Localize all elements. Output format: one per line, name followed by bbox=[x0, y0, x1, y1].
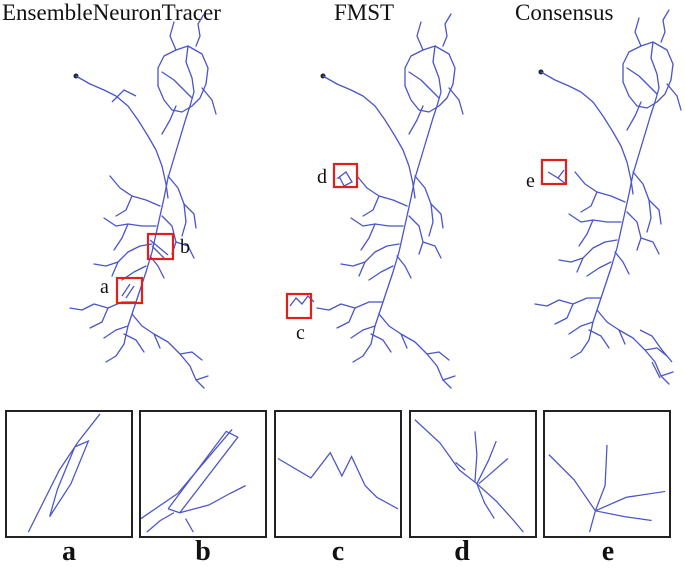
neuron-consensus bbox=[534, 9, 682, 385]
zoom-panel-d bbox=[409, 410, 537, 538]
zoom-panel-a bbox=[5, 410, 133, 538]
zoom-panel-e bbox=[543, 410, 671, 538]
neuron-ensemble bbox=[69, 13, 217, 389]
highlight-box-c bbox=[285, 292, 313, 320]
highlight-box-a bbox=[115, 276, 144, 305]
panel-label-b: b bbox=[195, 536, 211, 567]
title-fmst: FMST bbox=[334, 0, 395, 25]
panel-label-a: a bbox=[62, 536, 76, 567]
panel-label-e: e bbox=[601, 536, 615, 567]
highlight-box-b bbox=[146, 232, 175, 261]
box-label-a: a bbox=[100, 276, 109, 298]
title-consensus: Consensus bbox=[515, 0, 614, 25]
highlight-box-d bbox=[332, 162, 359, 189]
neuron-tracings bbox=[69, 9, 682, 389]
panel-label-d: d bbox=[454, 536, 470, 567]
zoom-panel-c bbox=[274, 410, 402, 538]
box-label-d: d bbox=[317, 166, 327, 188]
box-label-c: c bbox=[296, 322, 305, 344]
highlight-box-e bbox=[540, 158, 568, 186]
box-label-e: e bbox=[526, 170, 535, 192]
title-ensemble-neuron-tracer: EnsembleNeuronTracer bbox=[2, 0, 221, 25]
box-label-b: b bbox=[180, 236, 190, 258]
panel-label-c: c bbox=[331, 536, 345, 567]
neuron-fmst bbox=[289, 13, 464, 389]
zoom-panel-b bbox=[139, 410, 267, 538]
